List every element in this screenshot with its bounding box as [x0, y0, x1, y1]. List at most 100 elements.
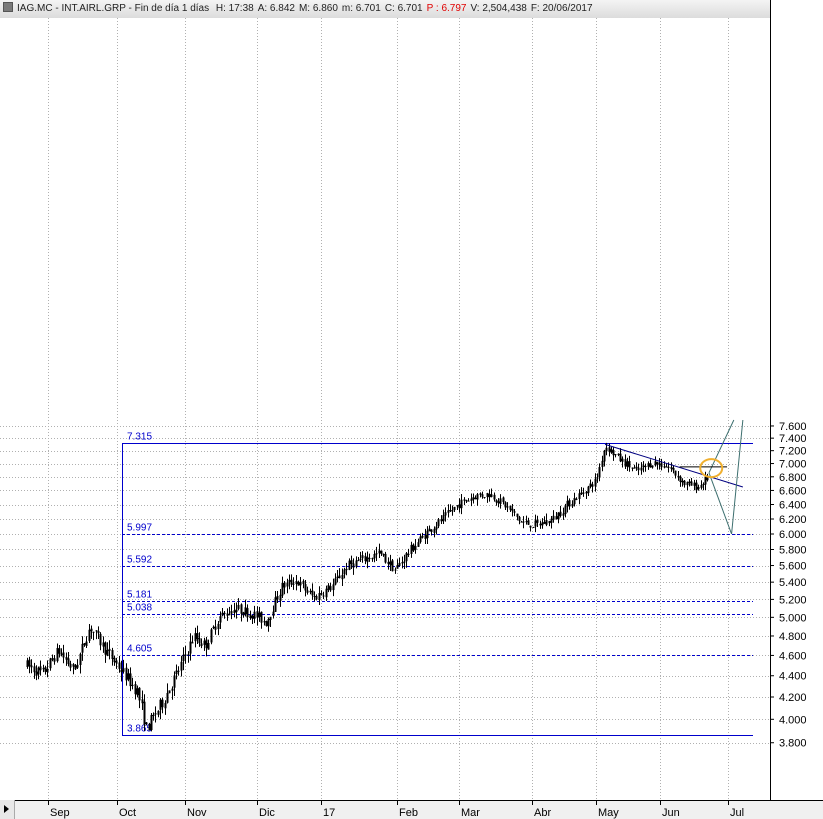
candle-body	[143, 701, 146, 725]
candle-body	[490, 494, 493, 497]
candle-body	[51, 658, 54, 660]
candle-body	[686, 482, 689, 486]
candle-body	[325, 588, 328, 598]
candle-body	[697, 487, 700, 490]
candle-body	[555, 516, 558, 519]
candle-body	[428, 528, 431, 532]
candle-body	[582, 492, 585, 494]
candle-body	[559, 511, 562, 516]
candle-body	[322, 595, 325, 597]
candle-body	[557, 512, 560, 520]
candle-body	[647, 463, 650, 467]
candle-body	[74, 665, 77, 670]
candle-body	[217, 623, 220, 630]
candle-body	[656, 462, 659, 465]
candle-body	[58, 648, 61, 654]
candle-body	[361, 555, 364, 559]
candle-body	[69, 663, 72, 668]
candle-body	[99, 633, 102, 646]
candle-body	[375, 553, 378, 555]
candle-body	[203, 640, 206, 645]
candle-body	[614, 454, 617, 456]
candle-body	[550, 518, 553, 523]
candle-body	[474, 497, 477, 500]
candle-body	[267, 618, 270, 627]
candle-body	[286, 582, 289, 587]
candle-body	[598, 467, 601, 478]
y-tick-label: 5.200	[779, 594, 807, 606]
candle-body	[449, 510, 452, 512]
candle-body	[497, 501, 500, 504]
candle-body	[465, 500, 468, 502]
candle-body	[152, 714, 155, 716]
candle-body	[444, 512, 447, 516]
candle-body	[541, 522, 544, 526]
candle-body	[481, 494, 484, 497]
candle-body	[288, 580, 291, 582]
readout-value: 6.701	[394, 3, 423, 14]
candle-body	[90, 628, 93, 632]
y-tick-label: 6.800	[779, 472, 807, 484]
candle-body	[624, 459, 627, 467]
candle-body	[502, 497, 505, 503]
y-tick-label: 4.200	[779, 692, 807, 704]
candle-body	[695, 482, 698, 491]
candle-body	[672, 467, 675, 471]
candle-body	[299, 581, 302, 586]
candle-body	[281, 582, 284, 596]
y-tick-label: 5.800	[779, 544, 807, 556]
readout-value: 6.860	[310, 3, 338, 14]
candle-body	[166, 692, 169, 703]
candle-body	[279, 594, 282, 601]
candle-body	[520, 521, 523, 523]
candle-body	[329, 586, 332, 591]
candle-body	[463, 499, 466, 501]
candle-body	[564, 506, 567, 515]
candle-body	[115, 661, 118, 664]
candle-body	[28, 659, 31, 667]
candle-body	[403, 561, 406, 563]
chart-window-icon	[3, 2, 13, 12]
candle-body	[189, 641, 192, 654]
candle-body	[42, 668, 45, 670]
candle-body	[332, 584, 335, 591]
plot-area	[0, 18, 770, 800]
candle-body	[649, 463, 652, 468]
candle-body	[516, 513, 519, 517]
candle-body	[387, 561, 390, 565]
readout-value: 6.797	[438, 3, 467, 14]
candle-body	[394, 569, 397, 571]
candle-body	[148, 723, 151, 731]
ohlc-readout: H: 17:38 A: 6.842 M: 6.860 m: 6.701 C: 6.701…	[212, 3, 593, 14]
candle-body	[171, 688, 174, 691]
trendline-downtrend	[604, 443, 744, 488]
candle-body	[196, 633, 199, 640]
y-tick-label: 4.600	[779, 650, 807, 662]
readout-label: C:	[384, 3, 395, 14]
candle-body	[30, 665, 33, 668]
candle-body	[511, 508, 514, 512]
candle-body	[470, 498, 473, 501]
candle-body	[175, 670, 178, 675]
scroll-left-button[interactable]	[0, 800, 15, 819]
readout-value: 2,504,438	[479, 3, 527, 14]
candle-body	[56, 647, 59, 662]
candle-body	[690, 481, 693, 486]
x-tick-label: Oct	[119, 807, 136, 819]
candle-body	[81, 643, 84, 653]
x-tick-label: 17	[323, 807, 335, 819]
candle-body	[292, 583, 295, 585]
candle-body	[575, 498, 578, 500]
candle-body	[366, 557, 369, 563]
candle-body	[79, 653, 82, 665]
candle-body	[102, 642, 105, 647]
candle-body	[269, 616, 272, 621]
candle-body	[488, 493, 491, 498]
readout-label: M:	[298, 3, 311, 14]
y-tick-label: 4.800	[779, 631, 807, 643]
y-tick-label: 7.000	[779, 459, 807, 471]
candle-body	[493, 494, 496, 500]
candle-body	[228, 614, 231, 616]
candle-body	[704, 476, 707, 485]
